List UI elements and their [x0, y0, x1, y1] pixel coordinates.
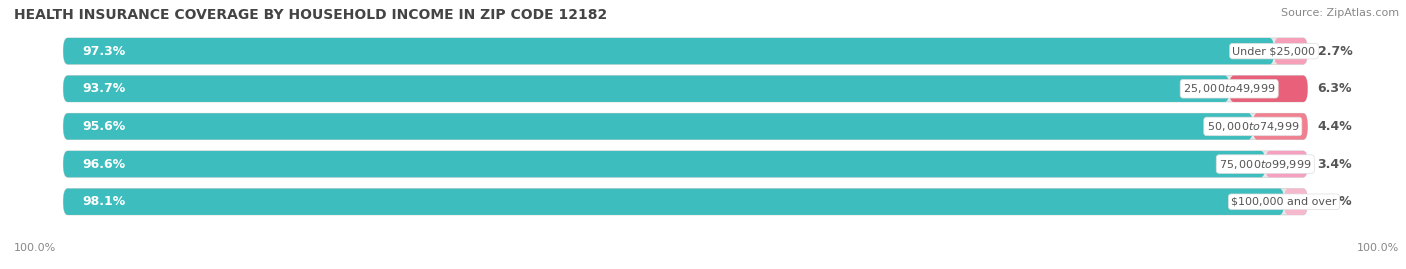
Text: 100.0%: 100.0%: [1357, 243, 1399, 253]
Text: HEALTH INSURANCE COVERAGE BY HOUSEHOLD INCOME IN ZIP CODE 12182: HEALTH INSURANCE COVERAGE BY HOUSEHOLD I…: [14, 8, 607, 22]
FancyBboxPatch shape: [63, 38, 1274, 64]
Text: 2.7%: 2.7%: [1317, 45, 1353, 58]
Text: 100.0%: 100.0%: [14, 243, 56, 253]
Text: 98.1%: 98.1%: [82, 195, 125, 208]
Text: Under $25,000: Under $25,000: [1233, 46, 1316, 56]
Text: 97.3%: 97.3%: [82, 45, 125, 58]
Text: 4.4%: 4.4%: [1317, 120, 1353, 133]
FancyBboxPatch shape: [63, 189, 1308, 215]
FancyBboxPatch shape: [1265, 151, 1308, 177]
FancyBboxPatch shape: [63, 189, 1284, 215]
FancyBboxPatch shape: [63, 113, 1253, 140]
Text: 96.6%: 96.6%: [82, 158, 125, 171]
Text: Source: ZipAtlas.com: Source: ZipAtlas.com: [1281, 8, 1399, 18]
FancyBboxPatch shape: [1284, 189, 1308, 215]
FancyBboxPatch shape: [1229, 76, 1308, 102]
FancyBboxPatch shape: [63, 76, 1308, 102]
Text: 3.4%: 3.4%: [1317, 158, 1353, 171]
FancyBboxPatch shape: [63, 38, 1308, 64]
FancyBboxPatch shape: [63, 151, 1308, 177]
FancyBboxPatch shape: [63, 76, 1229, 102]
Text: 93.7%: 93.7%: [82, 82, 125, 95]
FancyBboxPatch shape: [1253, 113, 1308, 140]
Text: $50,000 to $74,999: $50,000 to $74,999: [1206, 120, 1299, 133]
Text: 6.3%: 6.3%: [1317, 82, 1353, 95]
FancyBboxPatch shape: [63, 151, 1265, 177]
Text: 95.6%: 95.6%: [82, 120, 125, 133]
Text: $100,000 and over: $100,000 and over: [1232, 197, 1337, 207]
Text: $25,000 to $49,999: $25,000 to $49,999: [1182, 82, 1275, 95]
Text: $75,000 to $99,999: $75,000 to $99,999: [1219, 158, 1312, 171]
Text: 1.9%: 1.9%: [1317, 195, 1353, 208]
FancyBboxPatch shape: [1274, 38, 1308, 64]
FancyBboxPatch shape: [63, 113, 1308, 140]
